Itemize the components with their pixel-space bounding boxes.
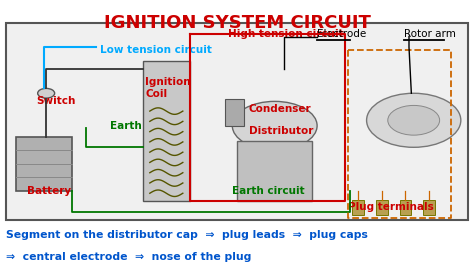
Text: Distributor: Distributor [249, 126, 313, 136]
Bar [143, 61, 190, 201]
Text: Earth: Earth [110, 121, 142, 131]
Text: Earth circuit: Earth circuit [232, 186, 305, 195]
Circle shape [232, 101, 317, 150]
Circle shape [388, 105, 439, 135]
Text: Ignition
Coil: Ignition Coil [145, 77, 191, 99]
Text: Electrode: Electrode [317, 29, 366, 39]
Text: Battery: Battery [27, 186, 72, 195]
Bar [423, 200, 435, 215]
Text: Segment on the distributor cap  ⇒  plug leads  ⇒  plug caps: Segment on the distributor cap ⇒ plug le… [6, 230, 368, 240]
Text: Rotor arm: Rotor arm [404, 29, 456, 39]
Text: Plug terminals: Plug terminals [348, 202, 434, 212]
Text: Switch: Switch [36, 96, 76, 106]
Text: Condenser: Condenser [249, 105, 311, 114]
Bar [400, 200, 411, 215]
Text: High tension circuit: High tension circuit [228, 29, 343, 39]
Bar [16, 136, 72, 191]
FancyBboxPatch shape [6, 23, 468, 220]
Bar [237, 141, 312, 201]
Text: ⇒  central electrode  ⇒  nose of the plug: ⇒ central electrode ⇒ nose of the plug [6, 252, 252, 262]
Text: IGNITION SYSTEM CIRCUIT: IGNITION SYSTEM CIRCUIT [103, 14, 371, 32]
Circle shape [366, 93, 461, 147]
Bar [225, 99, 244, 126]
Circle shape [37, 88, 55, 98]
Bar [353, 200, 364, 215]
Text: Low tension circuit: Low tension circuit [100, 45, 212, 55]
Bar [376, 200, 388, 215]
